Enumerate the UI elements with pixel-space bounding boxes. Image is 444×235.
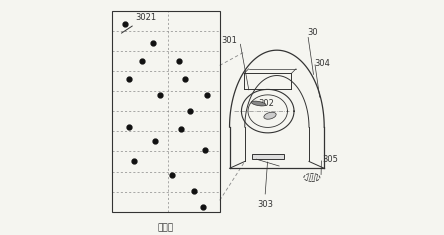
Text: 304: 304	[315, 59, 330, 68]
Text: 30: 30	[307, 28, 318, 37]
Text: 303: 303	[257, 200, 273, 209]
Text: 302: 302	[258, 99, 274, 108]
Ellipse shape	[264, 112, 276, 119]
Ellipse shape	[251, 101, 266, 106]
Text: 旋转轴: 旋转轴	[158, 223, 174, 232]
Bar	[252, 154, 284, 159]
Text: 3021: 3021	[121, 13, 156, 33]
Text: 301: 301	[221, 36, 237, 45]
Text: 305: 305	[322, 155, 338, 164]
